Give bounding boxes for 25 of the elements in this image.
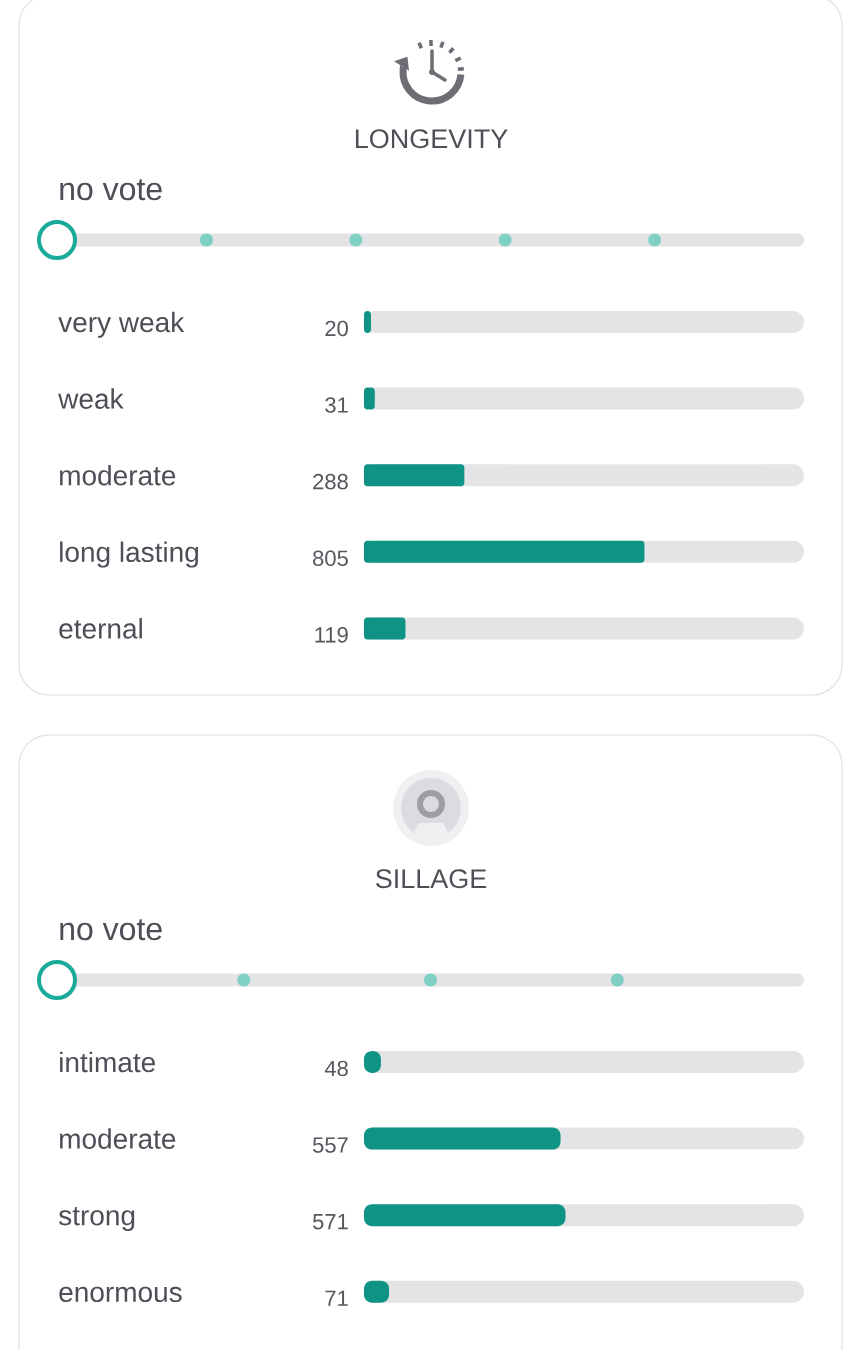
y-tick-label: intimate bbox=[60, 1051, 155, 1073]
data-label: 48 bbox=[324, 1060, 348, 1077]
y-tick-label: eternal bbox=[59, 618, 142, 639]
data-label: 31 bbox=[325, 397, 348, 413]
data-label: 71 bbox=[325, 1290, 348, 1306]
data-label: 119 bbox=[315, 627, 348, 643]
y-tick-label: moderate bbox=[60, 1128, 176, 1149]
y-tick-label: very weak bbox=[58, 311, 185, 338]
chart-title: LONGEVITY bbox=[355, 129, 508, 149]
bar bbox=[364, 464, 465, 487]
text: no vote bbox=[60, 179, 162, 201]
y-tick-label: weak bbox=[58, 388, 124, 409]
chart-title: SILLAGE bbox=[375, 869, 487, 889]
data-label: 805 bbox=[313, 550, 348, 567]
y-tick-label: enormous bbox=[59, 1286, 182, 1303]
data-label: 571 bbox=[312, 1214, 348, 1230]
y-tick-label: moderate bbox=[60, 464, 176, 486]
text: no vote bbox=[60, 919, 162, 941]
y-tick-label: long lasting bbox=[60, 541, 198, 568]
bar bbox=[364, 617, 406, 640]
bar bbox=[364, 387, 375, 410]
data-label: 557 bbox=[312, 1137, 348, 1153]
data-label: 20 bbox=[325, 320, 348, 337]
data-label: 288 bbox=[313, 473, 348, 490]
y-tick-label: strong bbox=[58, 1207, 135, 1232]
